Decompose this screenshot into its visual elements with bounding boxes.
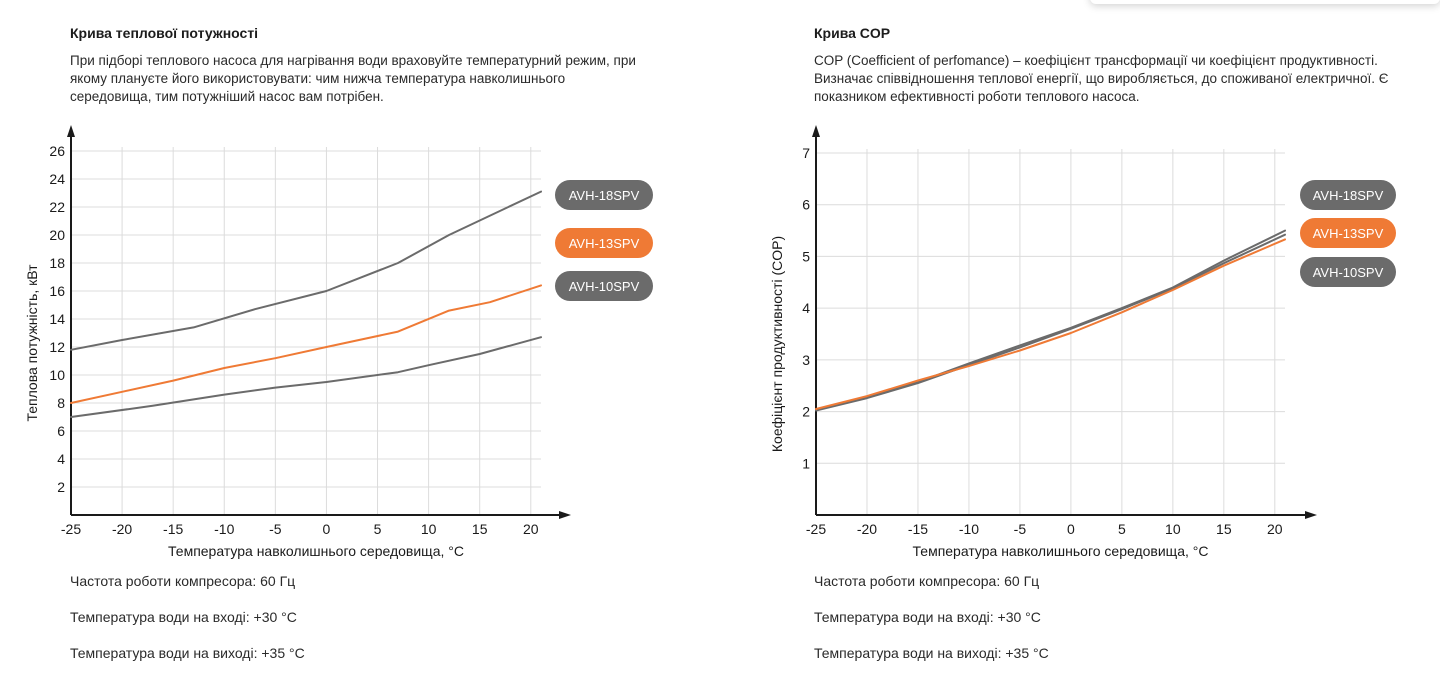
y-tick-label: 8 bbox=[57, 395, 65, 411]
x-tick-label: 15 bbox=[472, 521, 488, 537]
legend-item: AVH-10SPV bbox=[555, 271, 653, 301]
y-tick-label: 12 bbox=[49, 339, 65, 355]
x-tick-label: -10 bbox=[214, 521, 234, 537]
y-axis-arrow bbox=[812, 125, 820, 137]
legend-label: AVH-18SPV bbox=[569, 188, 640, 203]
y-axis-arrow bbox=[67, 125, 75, 137]
note-compressor-frequency: Частота роботи компресора: 60 Гц bbox=[70, 573, 296, 589]
legend-label: AVH-10SPV bbox=[1313, 265, 1384, 280]
legend-item: AVH-18SPV bbox=[555, 180, 653, 210]
legend-label: AVH-13SPV bbox=[1313, 226, 1384, 241]
x-tick-label: 5 bbox=[1118, 521, 1126, 537]
panel-title: Крива COP bbox=[814, 25, 891, 41]
y-tick-label: 20 bbox=[49, 227, 65, 243]
x-axis-title: Температура навколишнього середовища, °С bbox=[913, 543, 1209, 559]
x-axis-arrow bbox=[1305, 511, 1317, 519]
y-axis-title: Коефіцієнт продуктивності (COP) bbox=[769, 236, 785, 452]
y-tick-label: 2 bbox=[802, 404, 810, 420]
y-tick-label: 4 bbox=[57, 451, 65, 467]
legend-label: AVH-13SPV bbox=[569, 236, 640, 251]
y-tick-label: 22 bbox=[49, 199, 65, 215]
series-line bbox=[815, 233, 1286, 412]
legend-label: AVH-18SPV bbox=[1313, 188, 1384, 203]
y-tick-label: 7 bbox=[802, 145, 810, 161]
note-water-inlet: Температура води на вході: +30 °С bbox=[814, 609, 1041, 625]
panel-description: COP (Coefficient of perfomance) – коефіц… bbox=[814, 53, 1389, 104]
x-tick-label: -15 bbox=[908, 521, 928, 537]
series-line bbox=[70, 336, 542, 418]
y-tick-label: 2 bbox=[57, 479, 65, 495]
y-tick-label: 10 bbox=[49, 367, 65, 383]
conditions-notes: Частота роботи компресора: 60 Гц Темпера… bbox=[70, 572, 305, 680]
x-tick-label: -20 bbox=[112, 521, 132, 537]
series-line bbox=[815, 238, 1286, 410]
heat-output-chart: -25 -20 -15 -10 -5 0 5 10 15 20246810121416182022… bbox=[24, 125, 653, 559]
y-tick-label: 24 bbox=[49, 171, 65, 187]
x-tick-label: -25 bbox=[61, 521, 81, 537]
grid bbox=[815, 149, 1285, 515]
x-axis-arrow bbox=[559, 511, 571, 519]
note-water-outlet: Температура води на виході: +35 °С bbox=[814, 645, 1049, 661]
heat-output-panel: Крива теплової потужності При підборі те… bbox=[0, 0, 720, 679]
series-line bbox=[70, 284, 542, 404]
y-tick-label: 6 bbox=[802, 197, 810, 213]
y-tick-label: 1 bbox=[802, 455, 810, 471]
y-tick-label: 16 bbox=[49, 283, 65, 299]
legend-item: AVH-18SPV bbox=[1300, 180, 1396, 210]
x-tick-label: -25 bbox=[806, 521, 826, 537]
y-tick-label: 4 bbox=[802, 300, 810, 316]
legend-pill bbox=[1300, 180, 1396, 210]
y-tick-label: 26 bbox=[49, 143, 65, 159]
panel-description: При підборі теплового насоса для нагріва… bbox=[70, 53, 636, 104]
legend-pill bbox=[555, 180, 653, 210]
legend-pill bbox=[555, 271, 653, 301]
x-tick-label: 0 bbox=[1067, 521, 1075, 537]
x-tick-label: -5 bbox=[269, 521, 282, 537]
cop-panel: Крива COP COP (Coefficient of perfomance… bbox=[744, 0, 1440, 679]
x-tick-label: 5 bbox=[374, 521, 382, 537]
legend-label: AVH-10SPV bbox=[569, 279, 640, 294]
x-tick-label: 20 bbox=[523, 521, 539, 537]
x-tick-label: -15 bbox=[163, 521, 183, 537]
note-water-outlet: Температура води на виході: +35 °С bbox=[70, 645, 305, 661]
note-compressor-frequency: Частота роботи компресора: 60 Гц bbox=[814, 573, 1040, 589]
x-axis-title: Температура навколишнього середовища, °С bbox=[168, 543, 464, 559]
cop-chart: -25 -20 -15 -10 -5 0 5 10 15 20 1 2 3 4 5 6 7 Температура… bbox=[769, 125, 1396, 559]
y-tick-label: 6 bbox=[57, 423, 65, 439]
panel-title: Крива теплової потужності bbox=[70, 25, 259, 41]
y-tick-label: 18 bbox=[49, 255, 65, 271]
legend-pill bbox=[555, 228, 653, 258]
note-water-inlet: Температура води на вході: +30 °С bbox=[70, 609, 297, 625]
legend-pill bbox=[1300, 257, 1396, 287]
y-tick-label: 14 bbox=[49, 311, 65, 327]
legend-pill bbox=[1300, 218, 1396, 248]
x-tick-label: 10 bbox=[1165, 521, 1181, 537]
x-tick-label: -10 bbox=[959, 521, 979, 537]
series-line bbox=[815, 229, 1286, 411]
conditions-notes: Частота роботи компресора: 60 Гц Темпера… bbox=[814, 572, 1049, 680]
series-line bbox=[70, 190, 542, 351]
x-tick-label: 10 bbox=[421, 521, 437, 537]
x-tick-label: 20 bbox=[1267, 521, 1283, 537]
legend-item: AVH-13SPV bbox=[555, 228, 653, 258]
x-tick-label: -5 bbox=[1014, 521, 1027, 537]
header-shadow bbox=[1090, 0, 1440, 4]
legend-item: AVH-10SPV bbox=[1300, 257, 1396, 287]
x-tick-label: 15 bbox=[1216, 521, 1232, 537]
y-tick-label: 5 bbox=[802, 248, 810, 264]
x-tick-label: 0 bbox=[323, 521, 331, 537]
y-tick-label: 3 bbox=[802, 352, 810, 368]
y-axis-title: Теплова потужність, кВт bbox=[24, 264, 40, 422]
legend-item: AVH-13SPV bbox=[1300, 218, 1396, 248]
x-tick-label: -20 bbox=[857, 521, 877, 537]
grid bbox=[70, 147, 541, 515]
